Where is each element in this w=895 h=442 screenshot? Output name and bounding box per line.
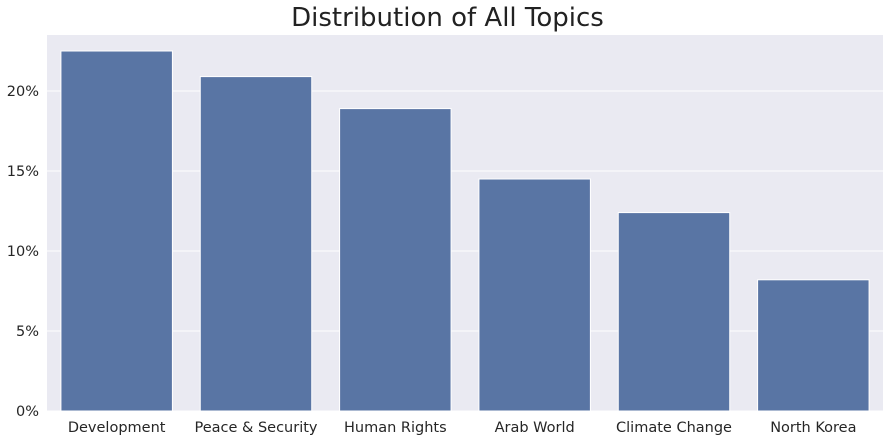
x-tick-label: Human Rights bbox=[344, 420, 447, 436]
bar bbox=[339, 108, 452, 412]
y-tick-label: 5% bbox=[16, 324, 39, 340]
y-tick-label: 10% bbox=[7, 244, 39, 260]
plot-background bbox=[47, 35, 883, 411]
gridlines bbox=[47, 90, 883, 412]
bar bbox=[757, 279, 870, 412]
bars bbox=[60, 50, 870, 412]
y-tick-label: 0% bbox=[16, 404, 39, 420]
bar bbox=[617, 212, 731, 412]
chart-title: Distribution of All Topics bbox=[291, 3, 604, 33]
x-tick-label: North Korea bbox=[770, 420, 856, 436]
y-axis-ticks: 0% 5% 10% 15% 20% bbox=[7, 84, 39, 420]
x-tick-label: Arab World bbox=[495, 420, 575, 436]
x-tick-label: Development bbox=[68, 420, 166, 436]
bar bbox=[60, 50, 173, 412]
x-tick-label: Peace & Security bbox=[195, 420, 318, 436]
y-tick-label: 20% bbox=[7, 84, 39, 100]
x-axis-ticks: Development Peace & Security Human Rights A… bbox=[68, 420, 857, 436]
y-tick-label: 15% bbox=[7, 164, 39, 180]
bar bbox=[478, 178, 591, 412]
bar bbox=[199, 76, 313, 412]
x-tick-label: Climate Change bbox=[616, 420, 732, 436]
